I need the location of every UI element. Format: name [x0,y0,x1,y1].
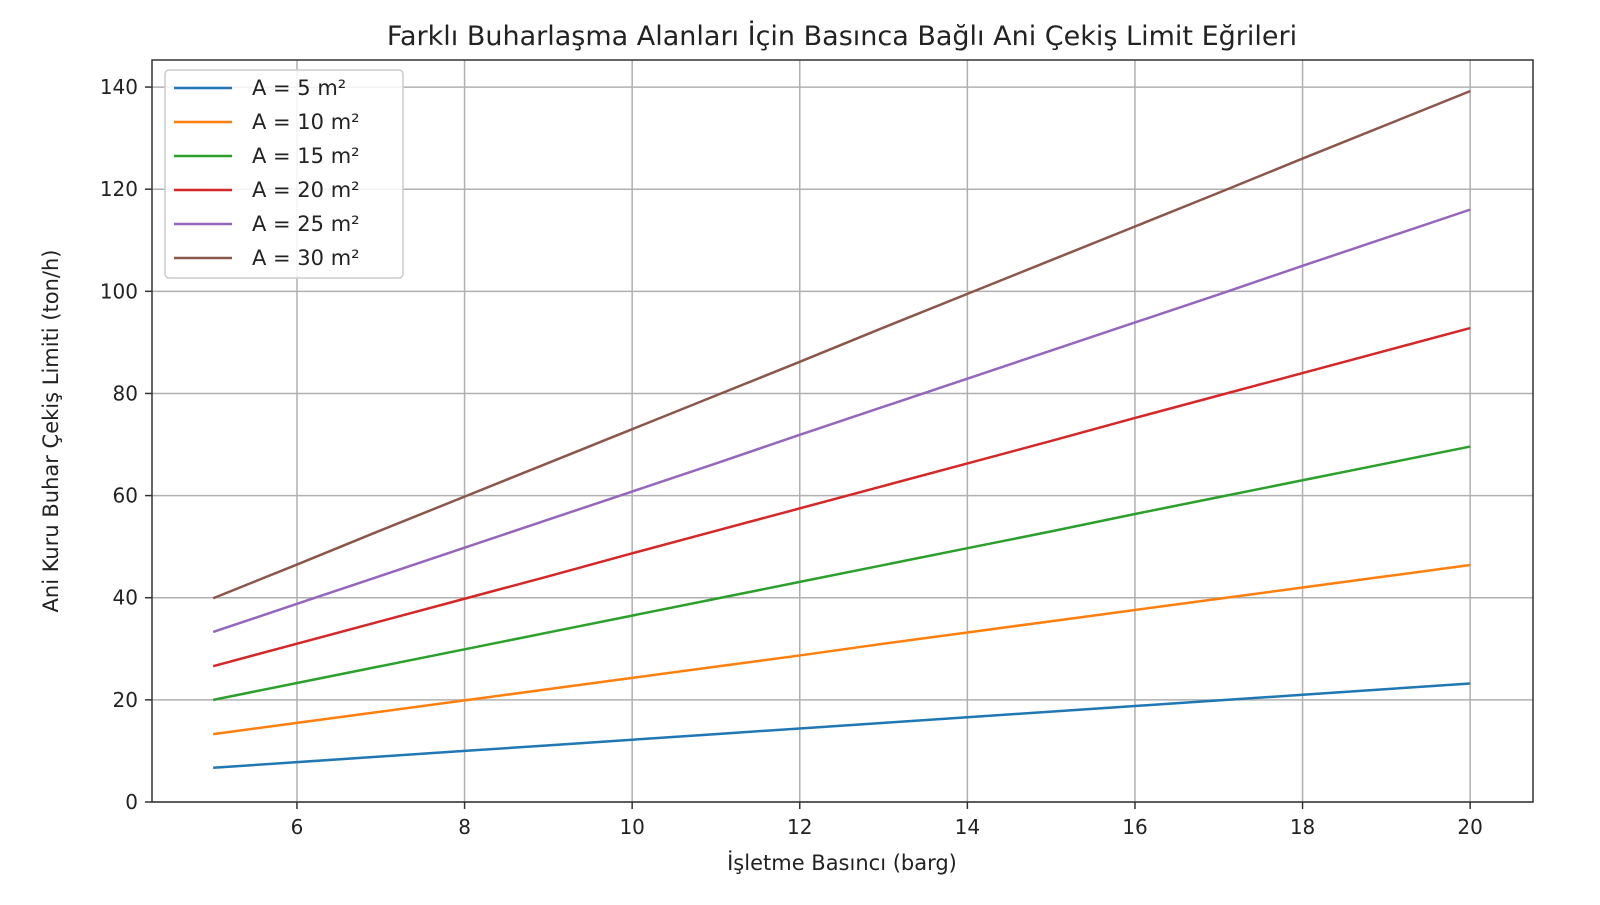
y-tick-label: 40 [113,586,138,610]
y-tick-label: 120 [100,177,138,201]
legend-label: A = 5 m² [252,76,346,100]
y-tick-label: 80 [113,381,138,405]
series-line-2 [213,563,1471,736]
legend-label: A = 20 m² [252,178,360,202]
x-tick-label: 18 [1290,815,1315,839]
x-tick-label: 10 [619,815,644,839]
x-tick-label: 6 [291,815,304,839]
legend-label: A = 25 m² [252,212,360,236]
series-line-4 [212,326,1471,668]
x-axis-label: İşletme Basıncı (barg) [727,850,957,875]
series-line-1 [213,682,1471,770]
series-line-6 [212,89,1471,600]
x-tick-label: 12 [787,815,812,839]
y-tick-label: 140 [100,75,138,99]
plot-frame [151,59,1534,803]
y-tick-label: 60 [113,484,138,508]
y-tick-label: 100 [100,279,138,303]
legend-label: A = 30 m² [252,246,360,270]
legend-label: A = 10 m² [252,110,360,134]
series-line-5 [212,208,1471,634]
y-axis-label: Ani Kuru Buhar Çekiş Limiti (ton/h) [39,250,63,613]
series-line-3 [212,445,1471,702]
legend-label: A = 15 m² [252,144,360,168]
ticks: 6 8 10 12 14 16 18 20 0 20 40 60 80 100 120 140 [100,75,1483,839]
grid [152,60,1533,803]
x-tick-label: 20 [1457,815,1482,839]
chart-title: Farklı Buharlaşma Alanları İçin Basınca … [387,20,1297,52]
legend: A = 5 m² A = 10 m² A = 15 m² A = 20 m² A = 2… [164,69,404,279]
series-lines [212,89,1471,770]
y-tick-label: 0 [125,790,138,814]
x-tick-label: 16 [1122,815,1147,839]
x-tick-label: 14 [955,815,980,839]
x-tick-label: 8 [458,815,471,839]
y-tick-label: 20 [113,688,138,712]
